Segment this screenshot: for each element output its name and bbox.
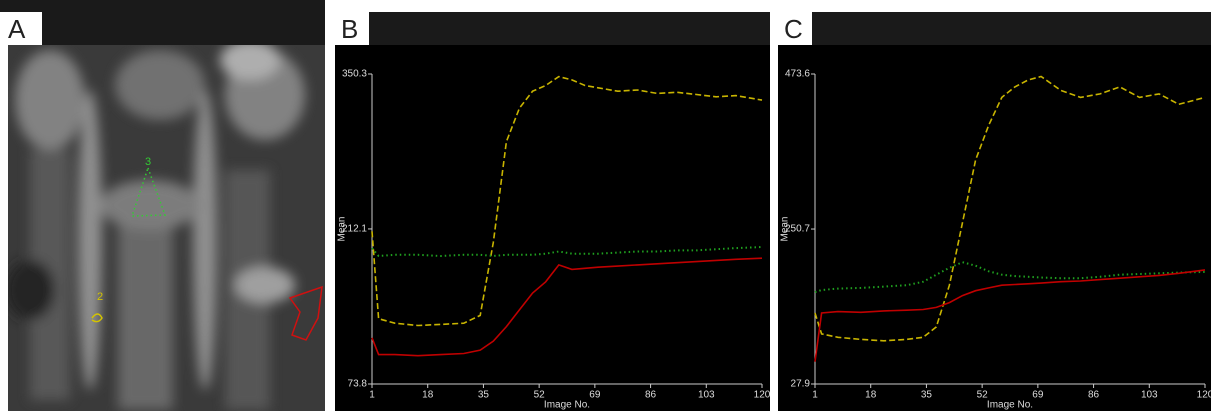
y-tick-label: 73.8: [348, 379, 368, 390]
panel-label: C: [784, 14, 803, 44]
header-bar: [0, 0, 325, 45]
roi-label: 3: [145, 156, 151, 168]
header-bar: [335, 12, 770, 45]
panel-label: B: [341, 14, 358, 44]
figure: A 2 3 B73.8212.1350.311835526986103120Im…: [0, 0, 1211, 411]
x-tick-label: 1: [369, 390, 375, 401]
x-tick-label: 18: [865, 390, 877, 401]
roi-label: 2: [97, 291, 103, 303]
x-tick-label: 120: [1197, 390, 1211, 401]
panel-label: A: [8, 14, 26, 44]
x-axis-title: Image No.: [987, 400, 1033, 411]
x-tick-label: 18: [422, 390, 434, 401]
x-tick-label: 86: [645, 390, 657, 401]
y-tick-label: 350.3: [342, 69, 367, 80]
x-tick-label: 103: [1141, 390, 1158, 401]
x-tick-label: 35: [921, 390, 933, 401]
mri-image: [5, 40, 325, 411]
x-tick-label: 69: [589, 390, 601, 401]
y-tick-label: 473.6: [785, 69, 810, 80]
x-tick-label: 69: [1032, 390, 1044, 401]
x-tick-label: 1: [812, 390, 818, 401]
y-axis-title: Mean: [337, 216, 348, 241]
x-tick-label: 86: [1088, 390, 1100, 401]
y-tick-label: 27.9: [791, 379, 811, 390]
plot-background: [335, 45, 770, 411]
x-tick-label: 103: [698, 390, 715, 401]
header-bar: [778, 12, 1211, 45]
x-axis-title: Image No.: [544, 400, 590, 411]
plot-background: [778, 45, 1211, 411]
x-tick-label: 120: [754, 390, 771, 401]
x-tick-label: 35: [478, 390, 490, 401]
y-axis-title: Mean: [780, 216, 791, 241]
